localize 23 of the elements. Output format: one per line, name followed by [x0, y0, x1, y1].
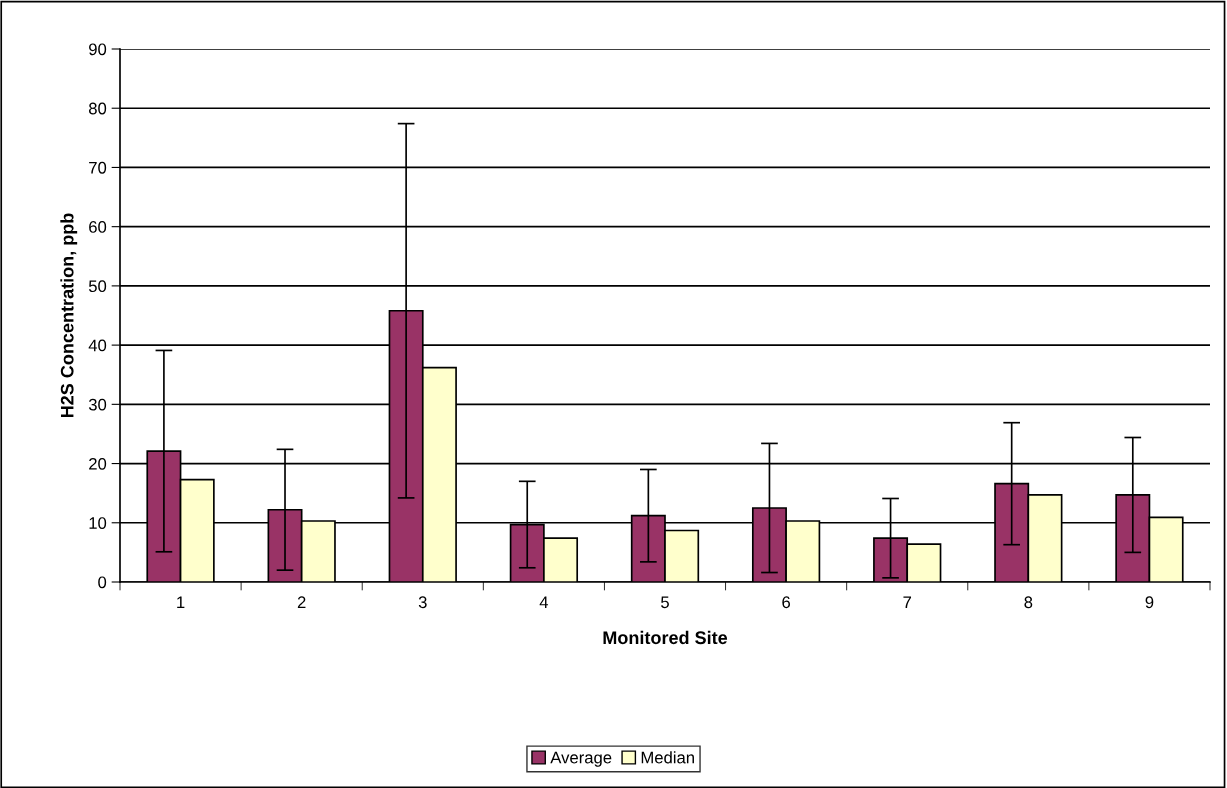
- y-tick-label: 10: [89, 517, 107, 529]
- y-tick-label: 20: [89, 457, 107, 470]
- legend-label: Median: [641, 751, 694, 764]
- x-tick-label: 7: [903, 596, 912, 608]
- x-tick-label: 4: [539, 596, 549, 608]
- y-tick-label: 40: [88, 339, 107, 352]
- x-tick-label: 9: [1145, 596, 1154, 609]
- y-tick-label: 30: [88, 398, 107, 411]
- y-tick-label: 90: [89, 43, 107, 56]
- y-tick-label: 80: [88, 102, 107, 115]
- x-tick-label: 8: [1024, 596, 1033, 609]
- x-tick-label: 5: [661, 596, 669, 609]
- y-tick-label: 0: [98, 576, 107, 589]
- y-tick-label: 60: [89, 221, 107, 233]
- x-tick-label: 3: [418, 596, 427, 609]
- y-tick-label: 70: [89, 161, 107, 174]
- y-tick-label: 50: [88, 280, 107, 293]
- x-tick-label: 1: [177, 596, 185, 608]
- x-axis-title: Monitored Site: [603, 630, 728, 645]
- x-tick-label: 2: [297, 596, 306, 608]
- legend-label: Average: [550, 751, 612, 767]
- x-tick-label: 6: [782, 596, 791, 609]
- y-axis-title: H2S Concentration, ppb: [60, 213, 78, 418]
